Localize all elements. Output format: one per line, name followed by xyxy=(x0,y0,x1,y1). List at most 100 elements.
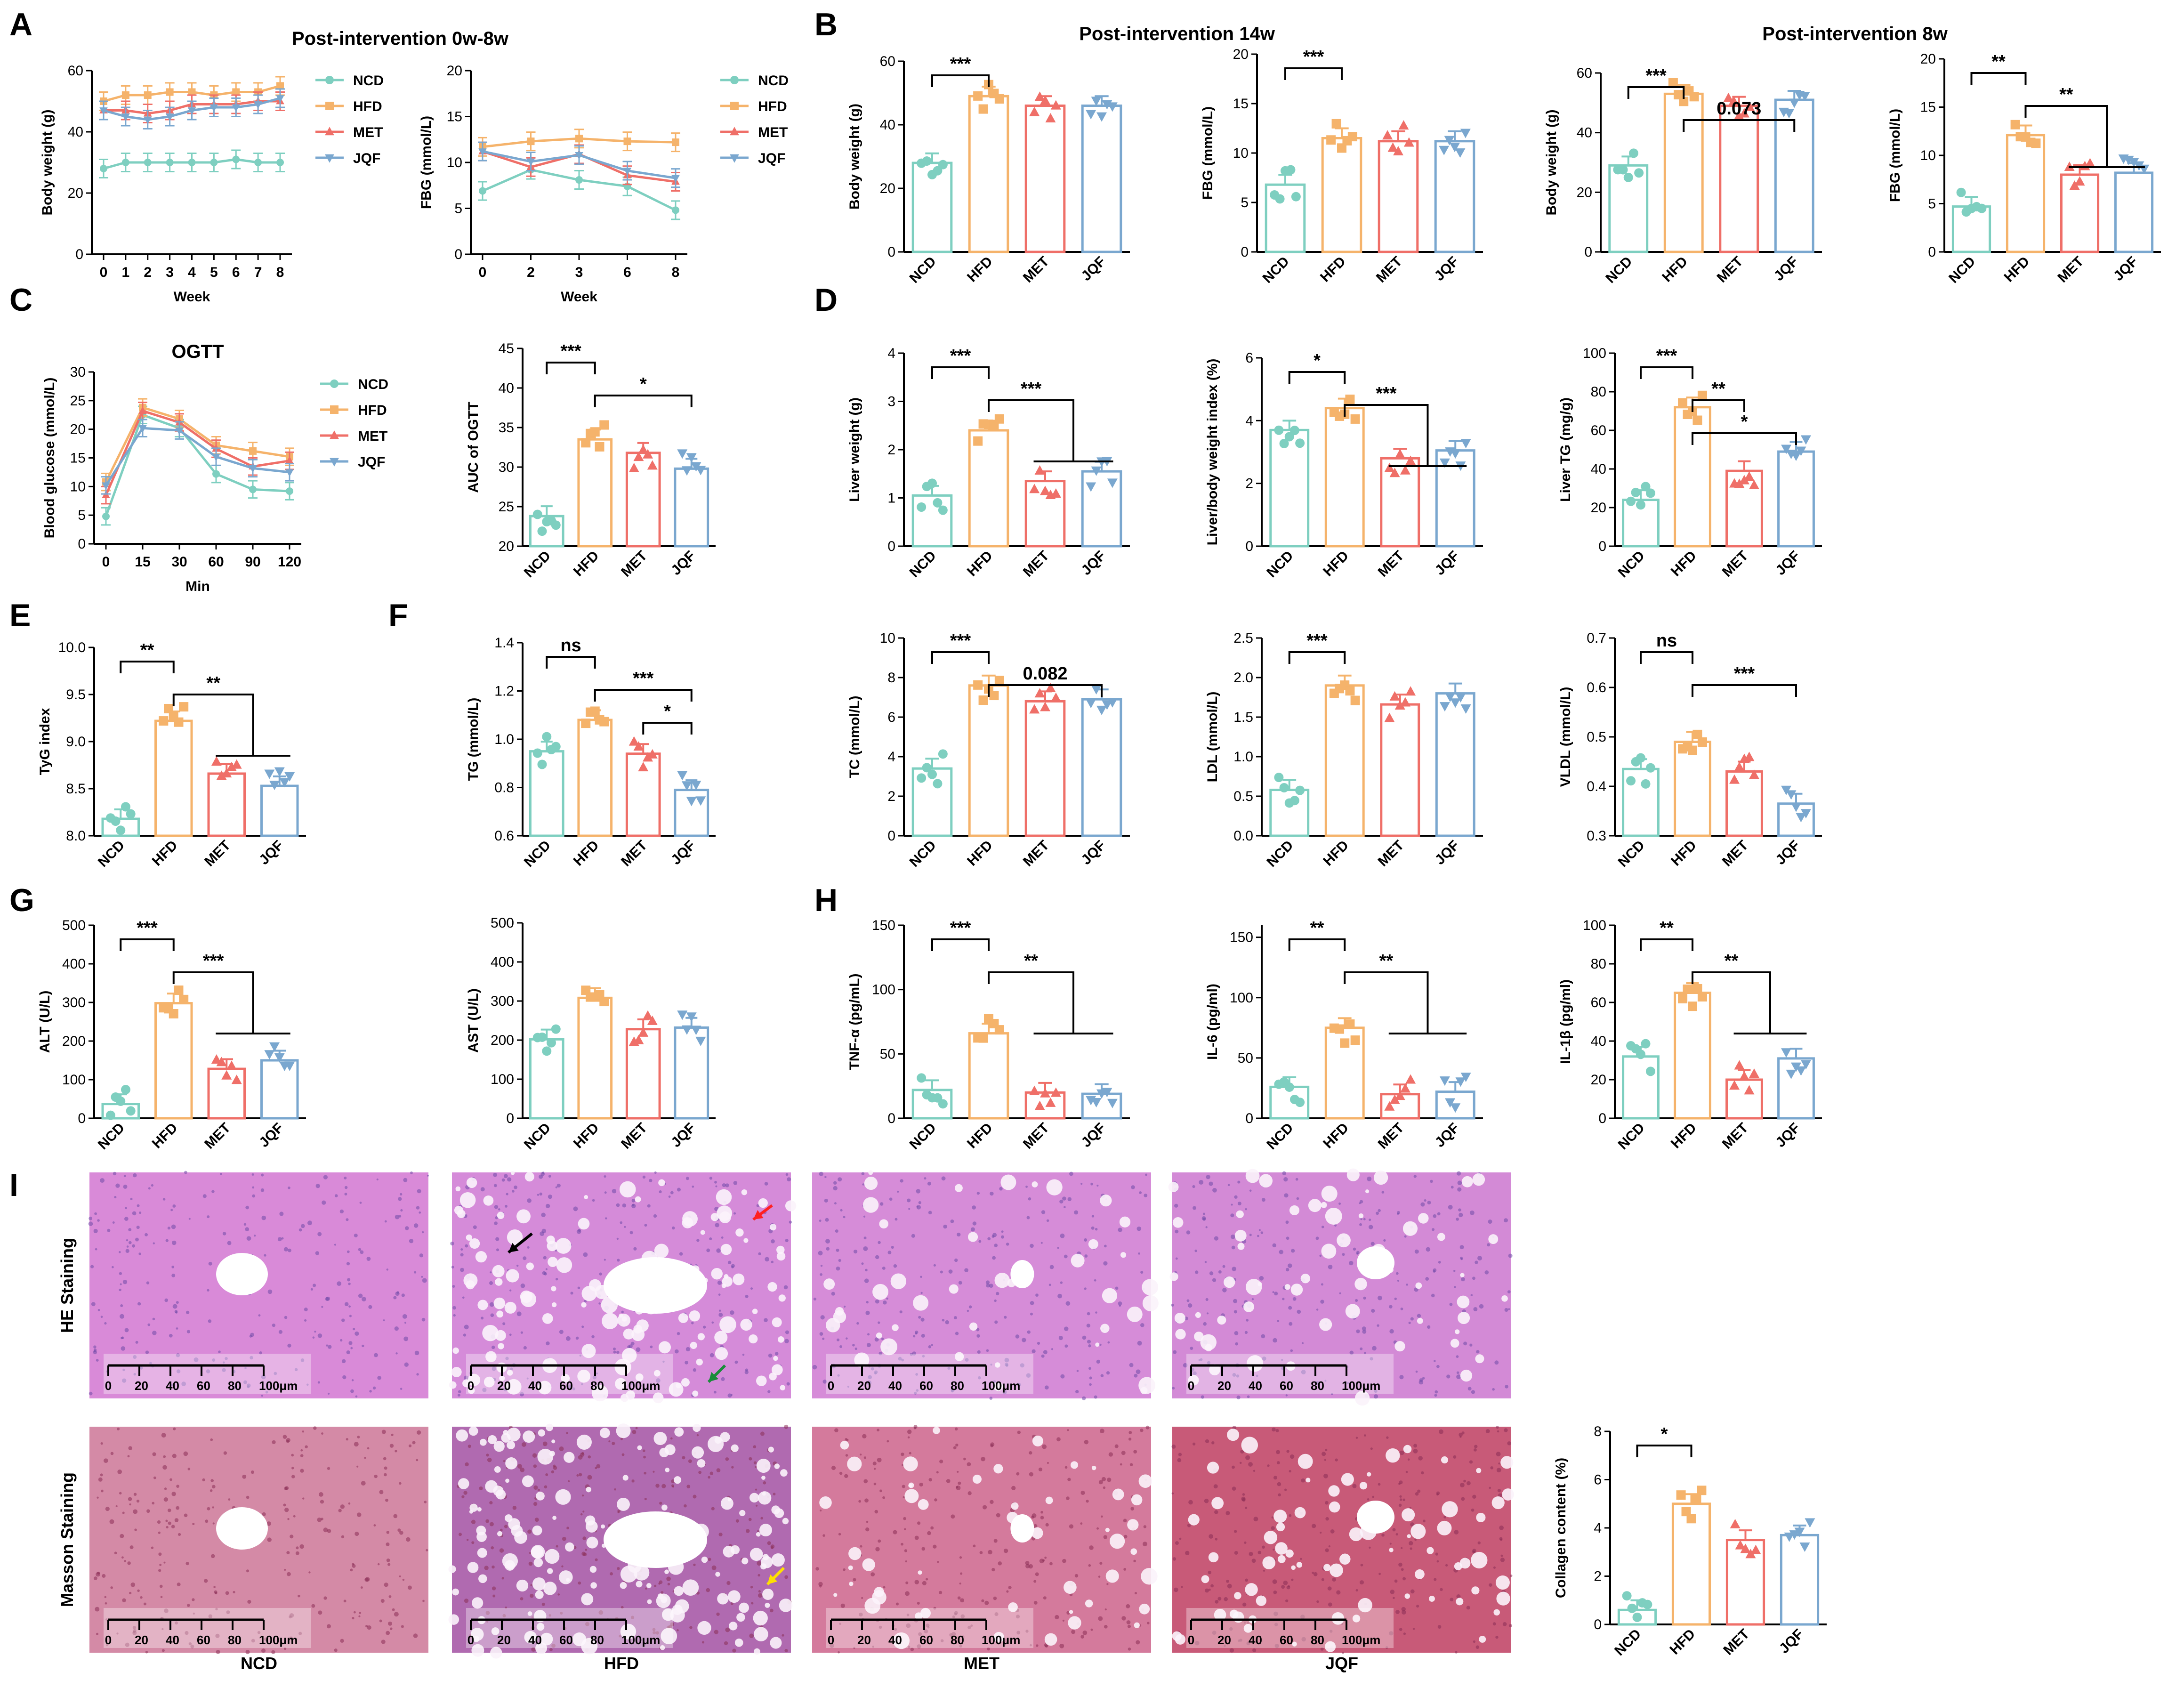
nucleus xyxy=(921,1547,926,1551)
nucleus xyxy=(172,1454,177,1458)
nucleus xyxy=(1373,1394,1378,1399)
nucleus xyxy=(188,1218,191,1220)
nucleus xyxy=(227,1241,232,1245)
fat-vacuole xyxy=(1045,1496,1053,1504)
x-tick-label: NCD xyxy=(1264,548,1296,581)
fat-vacuole xyxy=(448,1614,459,1625)
fat-vacuole xyxy=(1428,1596,1435,1602)
nucleus xyxy=(125,1249,129,1253)
significance-label: ** xyxy=(2059,85,2073,105)
nucleus xyxy=(900,1179,903,1183)
fat-vacuole xyxy=(471,1644,484,1657)
nucleus xyxy=(386,1542,390,1546)
bar-JQF xyxy=(1777,450,1815,548)
nucleus xyxy=(145,1233,148,1236)
nucleus xyxy=(725,1627,730,1632)
fat-vacuole xyxy=(717,1593,729,1605)
nucleus xyxy=(1231,1245,1235,1250)
nucleus xyxy=(645,1587,647,1590)
nucleus xyxy=(1370,1447,1373,1450)
nucleus xyxy=(915,1332,918,1335)
nucleus xyxy=(1297,1309,1301,1314)
data-point xyxy=(532,748,542,758)
x-tick-label: HFD xyxy=(149,838,181,869)
nucleus xyxy=(451,1266,454,1269)
nucleus xyxy=(207,1507,210,1510)
nucleus xyxy=(1316,1600,1319,1603)
bar-JQF xyxy=(1435,692,1475,837)
nucleus xyxy=(104,1596,107,1599)
fat-vacuole xyxy=(478,1574,487,1583)
nucleus xyxy=(208,1261,212,1266)
y-tick-label: 4 xyxy=(887,346,895,361)
nucleus xyxy=(1374,1389,1378,1393)
data-point xyxy=(1279,783,1289,792)
bar-HFD xyxy=(577,438,613,548)
nucleus xyxy=(853,1647,855,1649)
nucleus xyxy=(1236,1395,1241,1399)
nucleus xyxy=(490,1271,492,1274)
nucleus xyxy=(882,1496,885,1499)
data-point xyxy=(1800,1060,1811,1070)
nucleus xyxy=(167,1227,171,1230)
fat-vacuole xyxy=(555,1238,572,1254)
nucleus xyxy=(91,1302,96,1307)
nucleus xyxy=(565,1336,571,1341)
nucleus xyxy=(1015,1334,1020,1339)
nucleus xyxy=(733,1212,736,1215)
fat-vacuole xyxy=(1071,1253,1085,1268)
nucleus xyxy=(266,1521,271,1526)
fat-vacuole xyxy=(696,1358,703,1365)
fat-vacuole xyxy=(510,1171,515,1175)
y-tick-label: 0.6 xyxy=(1587,680,1606,695)
fat-vacuole xyxy=(949,1284,959,1294)
fat-vacuole xyxy=(592,1385,609,1402)
nucleus xyxy=(184,1171,187,1174)
nucleus xyxy=(1356,1252,1359,1255)
significance-label: *** xyxy=(633,669,654,688)
data-point xyxy=(1295,438,1305,448)
data-point xyxy=(2128,158,2139,168)
fat-vacuole xyxy=(1032,1435,1043,1446)
bar-NCD xyxy=(1951,205,1991,253)
histology-tile: 0 20 40 60 80 100μm xyxy=(812,1170,1159,1400)
fat-vacuole xyxy=(1095,1342,1100,1347)
nucleus xyxy=(467,1539,469,1541)
data-point xyxy=(1405,686,1416,696)
nucleus xyxy=(1033,1601,1038,1605)
nucleus xyxy=(1285,1268,1289,1272)
nucleus xyxy=(461,1495,465,1499)
nucleus xyxy=(176,1327,178,1330)
nucleus xyxy=(1245,1578,1249,1582)
nucleus xyxy=(1245,1506,1248,1509)
nucleus xyxy=(711,1507,715,1510)
y-axis-label: Body weight (g) xyxy=(847,104,862,210)
nucleus xyxy=(355,1331,359,1336)
nucleus xyxy=(1330,1529,1335,1534)
bar-JQF xyxy=(260,1059,299,1120)
nucleus xyxy=(133,1173,137,1178)
nucleus xyxy=(1224,1645,1226,1647)
nucleus xyxy=(689,1626,693,1629)
nucleus xyxy=(1222,1265,1225,1268)
nucleus xyxy=(320,1500,324,1504)
fat-vacuole xyxy=(1032,1181,1038,1187)
nucleus xyxy=(1436,1493,1439,1496)
nucleus xyxy=(347,1250,350,1253)
nucleus xyxy=(1381,1533,1385,1537)
fat-vacuole xyxy=(833,1310,846,1324)
nucleus xyxy=(531,1616,533,1618)
y-tick-label: 0.5 xyxy=(1587,729,1606,745)
nucleus xyxy=(146,1509,150,1513)
nucleus xyxy=(774,1352,779,1356)
nucleus xyxy=(171,1273,176,1277)
nucleus xyxy=(1325,1548,1329,1552)
nucleus xyxy=(284,1568,286,1571)
y-tick-label: 500 xyxy=(491,915,514,931)
nucleus xyxy=(863,1456,866,1459)
data-point xyxy=(1045,1097,1056,1107)
nucleus xyxy=(613,1350,616,1354)
nucleus xyxy=(872,1645,874,1648)
bar-JQF xyxy=(674,467,709,548)
nucleus xyxy=(674,1349,679,1354)
